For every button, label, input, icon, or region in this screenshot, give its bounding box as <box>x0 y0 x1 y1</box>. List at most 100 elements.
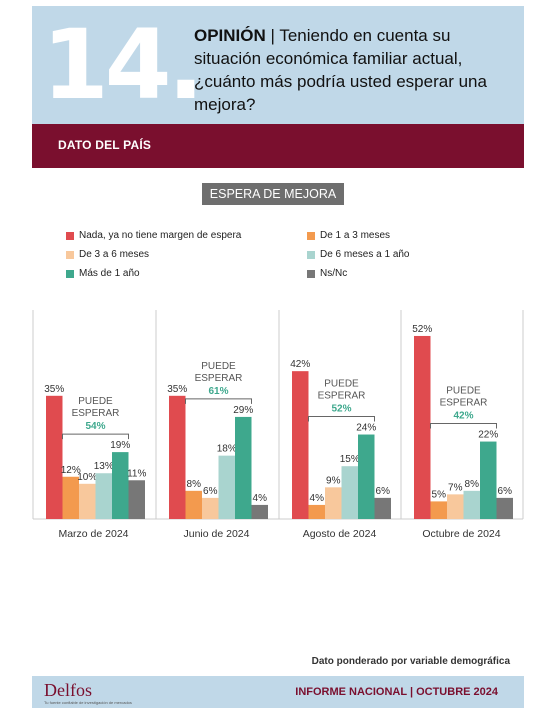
data-label: 19% <box>110 440 130 451</box>
data-label: 42% <box>290 359 310 370</box>
question-number: 14. <box>42 9 204 121</box>
bar <box>480 441 497 519</box>
bar <box>463 490 480 519</box>
question-text: OPINIÓN | Teniendo en cuenta su situació… <box>194 24 514 116</box>
data-label: 13% <box>94 461 114 472</box>
legend-item-seis-anio: De 6 meses a 1 año <box>307 249 410 260</box>
data-label: 18% <box>217 444 237 455</box>
chart-title: ESPERA DE MEJORA <box>202 183 344 205</box>
annotation-line1: PUEDE <box>201 361 236 372</box>
bar <box>325 487 342 519</box>
bracket <box>308 416 375 422</box>
legend-label: Ns/Nc <box>320 268 348 279</box>
data-label: 15% <box>340 454 360 465</box>
data-label: 22% <box>478 430 498 441</box>
bar <box>185 490 202 519</box>
bar <box>251 504 268 519</box>
data-label: 6% <box>498 486 513 497</box>
section-band: DATO DEL PAÍS <box>32 124 524 168</box>
data-label: 6% <box>203 486 218 497</box>
legend-label: De 6 meses a 1 año <box>320 249 410 260</box>
bar <box>308 504 325 519</box>
data-label: 8% <box>465 479 480 490</box>
bracket <box>62 433 129 440</box>
bar <box>496 497 513 519</box>
bracket <box>430 423 497 429</box>
annotation-line1: PUEDE <box>324 379 359 390</box>
bar <box>79 483 96 519</box>
annotation-value: 52% <box>331 404 351 415</box>
legend-swatch <box>66 269 74 278</box>
data-label: 8% <box>187 479 202 490</box>
legend-swatch <box>66 231 74 240</box>
legend-item-uno-tres: De 1 a 3 meses <box>307 230 390 241</box>
bar <box>447 494 464 519</box>
data-label: 6% <box>376 486 391 497</box>
annotation-line1: PUEDE <box>78 396 113 407</box>
category-label: Octubre de 2024 <box>422 528 500 540</box>
annotation-value: 42% <box>453 411 473 422</box>
data-label: 29% <box>233 405 253 416</box>
bar <box>202 497 219 519</box>
bar <box>292 371 309 519</box>
legend-label: De 1 a 3 meses <box>320 230 391 241</box>
annotation-line1: PUEDE <box>446 386 481 397</box>
report-label: INFORME NACIONAL | OCTUBRE 2024 <box>295 686 498 698</box>
annotation-line2: ESPERAR <box>72 408 120 419</box>
data-label: 9% <box>326 475 341 486</box>
delfos-logo: Delfos Tu fuente confiable de investigaci… <box>44 680 132 705</box>
header-panel: 14. OPINIÓN | Teniendo en cuenta su situ… <box>32 6 524 124</box>
data-label: 7% <box>448 482 463 493</box>
bar <box>169 395 186 519</box>
bar <box>112 452 129 519</box>
legend-label: Más de 1 año <box>79 268 140 279</box>
data-label: 52% <box>412 324 432 335</box>
legend-swatch <box>66 250 74 259</box>
annotation-line2: ESPERAR <box>440 398 488 409</box>
data-label: 24% <box>356 423 376 434</box>
legend-swatch <box>307 231 315 240</box>
annotation-value: 61% <box>208 386 228 397</box>
annotation-line2: ESPERAR <box>318 391 366 402</box>
annotation-line2: ESPERAR <box>195 373 243 384</box>
data-label: 4% <box>310 493 325 504</box>
data-label: 11% <box>127 468 146 479</box>
legend-label: Nada, ya no tiene margen de espera <box>79 230 242 241</box>
category-label: Junio de 2024 <box>184 528 250 540</box>
legend-item-tres-seis: De 3 a 6 meses <box>66 249 149 260</box>
bar <box>235 416 252 519</box>
annotation-value: 54% <box>85 421 105 432</box>
data-label: 35% <box>44 384 64 395</box>
bar <box>46 395 63 519</box>
logo-tagline: Tu fuente confiable de investigación de … <box>44 700 132 705</box>
bar <box>95 473 112 519</box>
question-bold: OPINIÓN <box>194 26 266 45</box>
data-label: 4% <box>253 493 268 504</box>
bar <box>414 335 431 519</box>
bracket <box>185 398 252 404</box>
legend-item-mas-anio: Más de 1 año <box>66 268 140 279</box>
legend-swatch <box>307 269 315 278</box>
section-label: DATO DEL PAÍS <box>58 138 152 152</box>
legend-item-nsnc: Ns/Nc <box>307 268 347 279</box>
footer-note: Dato ponderado por variable demográfica <box>311 656 510 667</box>
category-label: Agosto de 2024 <box>303 528 377 540</box>
bar <box>341 466 358 519</box>
logo-text: Delfos <box>44 680 92 700</box>
bar <box>62 476 79 519</box>
bar <box>128 480 145 519</box>
data-label: 35% <box>167 384 187 395</box>
data-label: 12% <box>61 465 81 476</box>
legend-item-nada: Nada, ya no tiene margen de espera <box>66 230 241 241</box>
bar <box>358 434 375 519</box>
data-label: 10% <box>77 472 97 483</box>
bar <box>218 455 235 519</box>
legend-swatch <box>307 250 315 259</box>
data-label: 5% <box>432 489 447 500</box>
legend-label: De 3 a 6 meses <box>79 249 150 260</box>
footer-bar: Delfos Tu fuente confiable de investigaci… <box>32 676 524 708</box>
bar <box>374 497 391 519</box>
category-label: Marzo de 2024 <box>58 528 128 540</box>
question-rest: | Teniendo en cuenta su situación económ… <box>194 26 487 114</box>
